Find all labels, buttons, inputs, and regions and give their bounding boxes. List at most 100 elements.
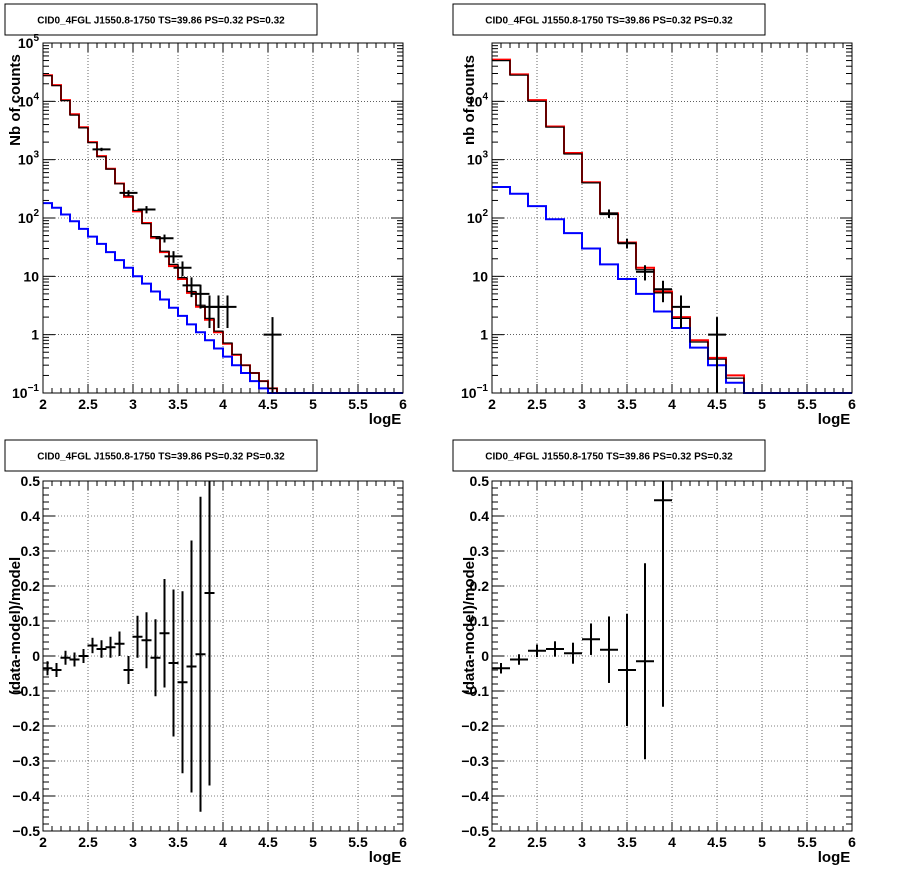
x-tick-label: 5.5 — [797, 396, 817, 412]
x-tick-label: 4.5 — [707, 396, 727, 412]
x-tick-label: 5 — [309, 834, 317, 850]
data-point — [155, 234, 174, 243]
residual-point — [78, 649, 89, 663]
residual-point — [159, 579, 170, 688]
residual-point — [69, 652, 80, 667]
residual-point — [492, 663, 510, 674]
y-tick-label: 10−1 — [12, 383, 39, 401]
residual-point — [636, 563, 654, 760]
y-axis-label: nb of counts — [461, 55, 478, 145]
data-point — [164, 251, 183, 263]
chart-title: CID0_4FGL J1550.8-1750 TS=39.86 PS=0.32 … — [37, 16, 285, 27]
residual-point — [96, 640, 107, 658]
x-tick-label: 3 — [578, 834, 586, 850]
chart-title: CID0_4FGL J1550.8-1750 TS=39.86 PS=0.32 … — [485, 452, 733, 463]
data-point — [654, 280, 672, 303]
y-tick-label: 0.3 — [21, 543, 41, 559]
x-tick-label: 3 — [129, 834, 137, 850]
y-tick-label: 104 — [18, 91, 40, 109]
data-point — [137, 206, 156, 214]
x-tick-label: 4 — [219, 834, 227, 850]
x-tick-label: 5.5 — [348, 396, 368, 412]
x-tick-label: 3.5 — [168, 834, 188, 850]
residual-point — [204, 481, 215, 786]
y-tick-label: 0.4 — [21, 508, 41, 524]
y-tick-label: 0.5 — [470, 473, 490, 489]
data-point — [672, 295, 690, 329]
residual-point — [114, 631, 125, 656]
data-point — [636, 265, 654, 281]
residual-point — [510, 654, 528, 665]
x-axis-label: logE — [369, 411, 402, 428]
residual-point — [600, 616, 618, 683]
title-box — [4, 439, 318, 472]
panel-bottom-right: CID0_4FGL J1550.8-1750 TS=39.86 PS=0.32 … — [452, 439, 856, 866]
title-box — [452, 439, 766, 472]
x-tick-label: 4 — [668, 834, 676, 850]
y-tick-label: 0 — [481, 648, 489, 664]
x-tick-label: 6 — [399, 834, 407, 850]
title-box — [452, 3, 766, 36]
y-tick-label: 102 — [18, 208, 40, 226]
data-point — [173, 261, 192, 277]
y-tick-label: 0.2 — [470, 578, 490, 594]
x-axis-label: logE — [818, 411, 851, 428]
chart-title: CID0_4FGL J1550.8-1750 TS=39.86 PS=0.32 … — [37, 452, 285, 463]
y-tick-label: −0.4 — [12, 788, 40, 804]
y-tick-label: 0.4 — [470, 508, 490, 524]
x-tick-label: 4.5 — [707, 834, 727, 850]
residual-point — [141, 612, 152, 669]
residual-point — [105, 636, 116, 658]
y-axis-label: (data-model)/model — [7, 557, 24, 695]
data-point — [191, 284, 210, 309]
x-tick-label: 2.5 — [78, 396, 98, 412]
residual-point — [150, 619, 161, 697]
x-tick-label: 2 — [488, 834, 496, 850]
plot-frame — [42, 480, 404, 832]
y-tick-label: 103 — [18, 150, 40, 168]
data-point — [263, 317, 282, 393]
y-tick-label: 103 — [467, 150, 489, 168]
y-tick-label: −0.3 — [461, 753, 489, 769]
x-tick-label: 2.5 — [527, 396, 547, 412]
y-tick-label: −0.5 — [461, 823, 489, 839]
data-point — [618, 238, 636, 249]
y-tick-label: −0.3 — [12, 753, 40, 769]
y-tick-label: 0 — [32, 648, 40, 664]
x-tick-label: 6 — [399, 396, 407, 412]
x-tick-label: 4 — [219, 396, 227, 412]
x-tick-label: 5 — [309, 396, 317, 412]
residual-point — [546, 641, 564, 657]
y-tick-label: 1 — [31, 327, 39, 343]
data-point — [92, 147, 111, 152]
y-tick-label: −0.2 — [461, 718, 489, 734]
residual-point — [132, 615, 143, 658]
x-tick-label: 3 — [578, 396, 586, 412]
residual-point — [564, 642, 582, 664]
residual-point — [195, 496, 206, 812]
residual-point — [87, 637, 98, 654]
data-point — [218, 295, 237, 329]
residual-point — [186, 540, 197, 793]
y-tick-label: −0.1 — [461, 683, 489, 699]
red-model-histogram — [43, 74, 403, 394]
y-tick-label: −0.4 — [461, 788, 489, 804]
residual-point — [51, 663, 62, 677]
x-tick-label: 2.5 — [527, 834, 547, 850]
y-tick-label: −0.2 — [12, 718, 40, 734]
data-point — [600, 209, 618, 218]
x-tick-label: 2 — [39, 834, 47, 850]
y-tick-label: −0.1 — [12, 683, 40, 699]
residual-point — [60, 650, 71, 665]
residual-point — [582, 623, 600, 655]
y-tick-label: 0.2 — [21, 578, 41, 594]
x-tick-label: 4.5 — [258, 834, 278, 850]
x-tick-label: 3 — [129, 396, 137, 412]
x-axis-label: logE — [369, 849, 402, 866]
panel-top-left: CID0_4FGL J1550.8-1750 TS=39.86 PS=0.32 … — [4, 3, 407, 428]
x-tick-label: 3.5 — [617, 834, 637, 850]
y-tick-label: 102 — [467, 208, 489, 226]
plot-frame — [491, 480, 853, 832]
x-tick-label: 6 — [848, 834, 856, 850]
x-axis-label: logE — [818, 849, 851, 866]
